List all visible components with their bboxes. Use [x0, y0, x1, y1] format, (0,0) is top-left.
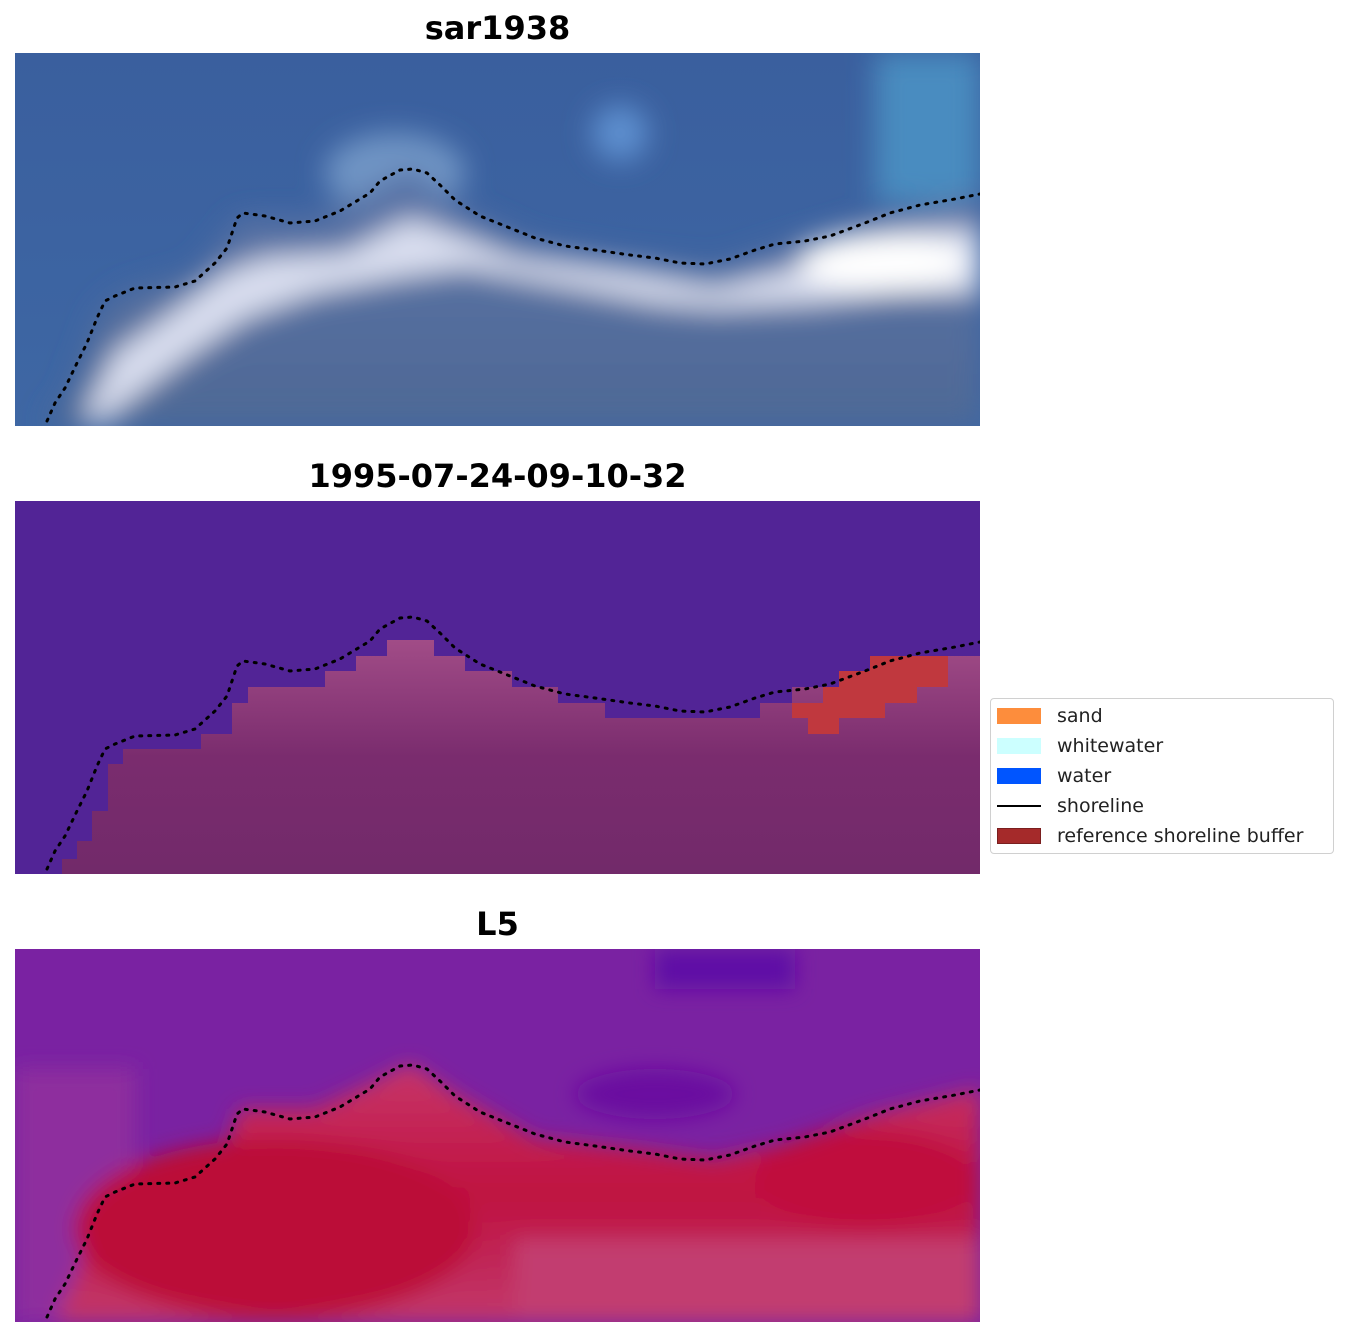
panel-classification-image [15, 501, 980, 874]
sand-swatch [997, 708, 1041, 724]
legend-item-water: water [997, 765, 1111, 787]
whitewater-band [85, 218, 980, 426]
offshore-patch [875, 53, 980, 203]
bright-spot [592, 105, 648, 161]
legend-label-shoreline: shoreline [1057, 795, 1144, 817]
reference-buffer [792, 656, 948, 734]
legend-label-water: water [1057, 765, 1112, 787]
shoreline-line-swatch [997, 805, 1041, 807]
shoreline [45, 615, 980, 871]
legend-item-sand: sand [997, 705, 1103, 727]
land-class [62, 640, 980, 874]
shoreline [45, 167, 980, 423]
sar1938-image-svg [15, 53, 980, 426]
legend: sand whitewater water shoreline referenc… [990, 698, 1334, 854]
legend-item-buffer: reference shoreline buffer [997, 825, 1303, 847]
classification-image-svg [15, 501, 980, 874]
whitewater-swatch [997, 738, 1041, 754]
legend-label-buffer: reference shoreline buffer [1057, 825, 1304, 847]
pink-lower-right [515, 1239, 980, 1322]
shoreline [45, 1063, 980, 1319]
land-area [45, 168, 980, 426]
dark-water-patch [655, 949, 795, 989]
legend-label-whitewater: whitewater [1057, 735, 1164, 757]
buffer-swatch [997, 828, 1041, 844]
panel-2-title: 1995-07-24-09-10-32 [308, 457, 687, 495]
panel-l5-image [15, 949, 980, 1322]
panel-sar1938-image [15, 53, 980, 426]
legend-label-sand: sand [1057, 705, 1103, 727]
legend-item-shoreline: shoreline [997, 795, 1144, 817]
panel-3-title: L5 [476, 905, 519, 943]
water-swatch [997, 768, 1041, 784]
red-right [755, 1129, 975, 1229]
legend-item-whitewater: whitewater [997, 735, 1163, 757]
deep-red-core [75, 1139, 475, 1319]
dark-water-patch-2 [575, 1069, 735, 1119]
whitewater-bright [800, 235, 970, 291]
l5-image-svg [15, 949, 980, 1322]
panel-1-title: sar1938 [424, 9, 571, 47]
